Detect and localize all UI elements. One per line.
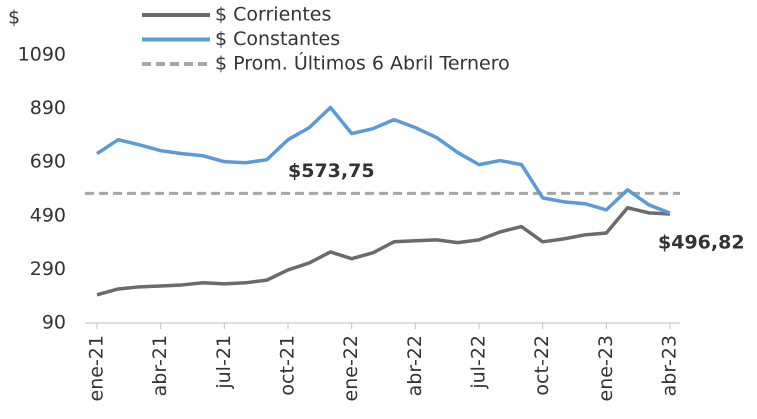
x-tick-label: abr-22 [404, 335, 426, 396]
data-label: $496,82 [658, 231, 745, 253]
reference-label: $573,75 [288, 160, 375, 182]
y-tick-label: 690 [30, 151, 66, 173]
x-tick-label: jul-21 [213, 335, 235, 390]
x-tick-label: oct-22 [531, 335, 553, 396]
series-line [96, 105, 671, 215]
x-tick-label: abr-23 [659, 335, 681, 396]
y-tick-label: 90 [42, 312, 66, 334]
series-line [96, 206, 671, 297]
legend-label: $ Corrientes [215, 4, 331, 26]
x-tick-label: abr-21 [149, 335, 171, 396]
y-tick-label: 290 [30, 258, 66, 280]
y-tick-label: 490 [30, 204, 66, 226]
y-axis-label: $ [8, 7, 20, 29]
y-tick-label: 1090 [18, 44, 66, 66]
x-tick-label: ene-22 [340, 335, 362, 401]
y-tick-label: 890 [30, 97, 66, 119]
x-tick-label: ene-21 [86, 335, 108, 401]
x-tick-label: oct-21 [277, 335, 299, 396]
x-tick-label: jul-22 [468, 335, 490, 390]
legend-label: $ Constantes [215, 28, 340, 50]
legend-label: $ Prom. Últimos 6 Abril Ternero [215, 51, 510, 75]
x-tick-label: ene-23 [595, 335, 617, 401]
